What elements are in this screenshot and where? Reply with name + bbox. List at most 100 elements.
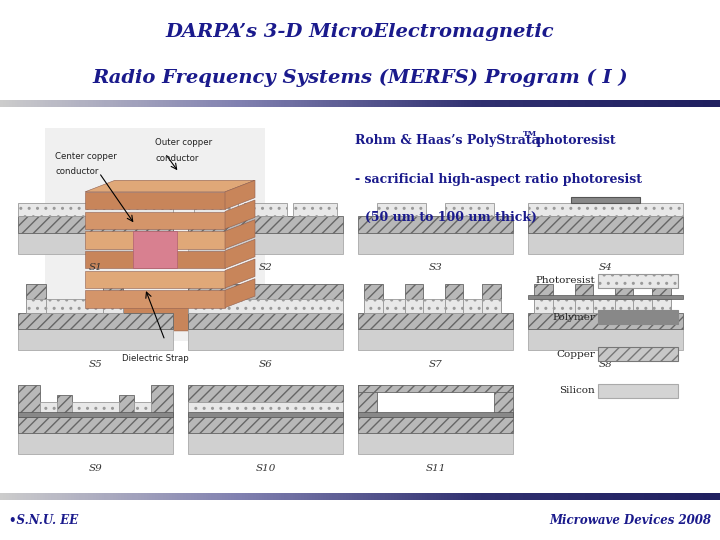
- Bar: [598, 274, 678, 288]
- Polygon shape: [225, 220, 255, 248]
- Text: (50 um to 100 um thick): (50 um to 100 um thick): [365, 211, 537, 224]
- Text: S6: S6: [258, 360, 272, 369]
- Bar: [377, 202, 426, 216]
- Bar: [652, 284, 670, 313]
- Bar: [18, 202, 173, 216]
- Polygon shape: [225, 239, 255, 268]
- Polygon shape: [225, 279, 255, 308]
- Bar: [593, 299, 615, 313]
- Bar: [26, 299, 46, 313]
- Bar: [495, 386, 513, 417]
- Text: Silicon: Silicon: [559, 386, 595, 395]
- Bar: [358, 386, 377, 417]
- Text: Radio Frequency Systems (MERFS) Program ( I ): Radio Frequency Systems (MERFS) Program …: [92, 69, 628, 87]
- Bar: [188, 216, 343, 233]
- Text: Polymer: Polymer: [552, 313, 595, 322]
- Bar: [528, 329, 683, 350]
- Bar: [26, 284, 46, 313]
- Bar: [634, 299, 652, 313]
- Text: Microwave Devices 2008: Microwave Devices 2008: [549, 514, 711, 526]
- Text: S10: S10: [256, 464, 276, 473]
- Bar: [45, 128, 265, 341]
- Text: S8: S8: [598, 360, 613, 369]
- Text: S7: S7: [428, 360, 442, 369]
- Bar: [188, 413, 343, 417]
- Bar: [423, 299, 445, 313]
- Bar: [358, 233, 513, 254]
- Bar: [85, 212, 225, 229]
- Bar: [528, 313, 683, 329]
- Bar: [188, 233, 343, 254]
- Text: conductor: conductor: [55, 167, 99, 177]
- Text: •S.N.U. EE: •S.N.U. EE: [9, 514, 78, 526]
- Polygon shape: [85, 180, 255, 192]
- Bar: [598, 347, 678, 361]
- Bar: [46, 299, 103, 313]
- Bar: [188, 299, 343, 313]
- Bar: [134, 402, 151, 417]
- Bar: [85, 192, 225, 209]
- Bar: [364, 284, 383, 313]
- Polygon shape: [225, 200, 255, 229]
- Bar: [358, 329, 513, 350]
- Bar: [482, 299, 500, 313]
- Text: Center copper: Center copper: [55, 152, 117, 161]
- Bar: [188, 434, 343, 455]
- Bar: [652, 299, 670, 313]
- Bar: [383, 299, 405, 313]
- Bar: [103, 299, 123, 313]
- Bar: [188, 386, 343, 417]
- Bar: [188, 417, 343, 434]
- Bar: [18, 434, 173, 455]
- Bar: [18, 417, 173, 434]
- Text: TM: TM: [523, 130, 537, 138]
- Bar: [18, 313, 173, 329]
- Bar: [528, 295, 683, 299]
- Bar: [18, 233, 173, 254]
- Bar: [188, 313, 343, 329]
- Text: Dielectric Strap: Dielectric Strap: [122, 354, 189, 363]
- Bar: [445, 299, 464, 313]
- Text: S11: S11: [426, 464, 446, 473]
- Bar: [405, 299, 423, 313]
- Polygon shape: [55, 308, 255, 331]
- Text: Photoresist: Photoresist: [535, 276, 595, 285]
- Bar: [133, 231, 177, 268]
- Bar: [528, 216, 683, 233]
- Bar: [598, 310, 678, 325]
- Bar: [571, 197, 640, 202]
- Bar: [358, 216, 513, 233]
- Bar: [534, 299, 553, 313]
- Bar: [445, 284, 464, 313]
- Bar: [18, 386, 40, 417]
- Bar: [364, 299, 383, 313]
- Bar: [445, 202, 495, 216]
- Text: S9: S9: [89, 464, 102, 473]
- Bar: [85, 231, 225, 248]
- Polygon shape: [225, 259, 255, 288]
- Text: Copper: Copper: [556, 349, 595, 359]
- Bar: [575, 284, 593, 313]
- Bar: [598, 384, 678, 397]
- Text: DARPA’s 3-D MicroElectromagnetic: DARPA’s 3-D MicroElectromagnetic: [166, 23, 554, 41]
- Text: S4: S4: [598, 264, 613, 272]
- Text: Outer copper: Outer copper: [155, 138, 212, 147]
- Text: S1: S1: [89, 264, 102, 272]
- Bar: [615, 284, 634, 313]
- Bar: [85, 271, 225, 288]
- Bar: [575, 299, 593, 313]
- Bar: [40, 402, 57, 417]
- Bar: [358, 413, 513, 417]
- Bar: [615, 299, 634, 313]
- Text: - sacrificial high-aspect ratio photoresist: - sacrificial high-aspect ratio photores…: [355, 173, 642, 186]
- Bar: [188, 284, 343, 313]
- Bar: [405, 284, 423, 313]
- Bar: [188, 329, 343, 350]
- Bar: [464, 299, 482, 313]
- Text: Rohm & Haas’s PolyStrata: Rohm & Haas’s PolyStrata: [355, 134, 540, 147]
- Bar: [151, 386, 173, 417]
- Bar: [553, 299, 575, 313]
- Bar: [534, 284, 553, 313]
- Bar: [194, 202, 238, 216]
- Bar: [358, 434, 513, 455]
